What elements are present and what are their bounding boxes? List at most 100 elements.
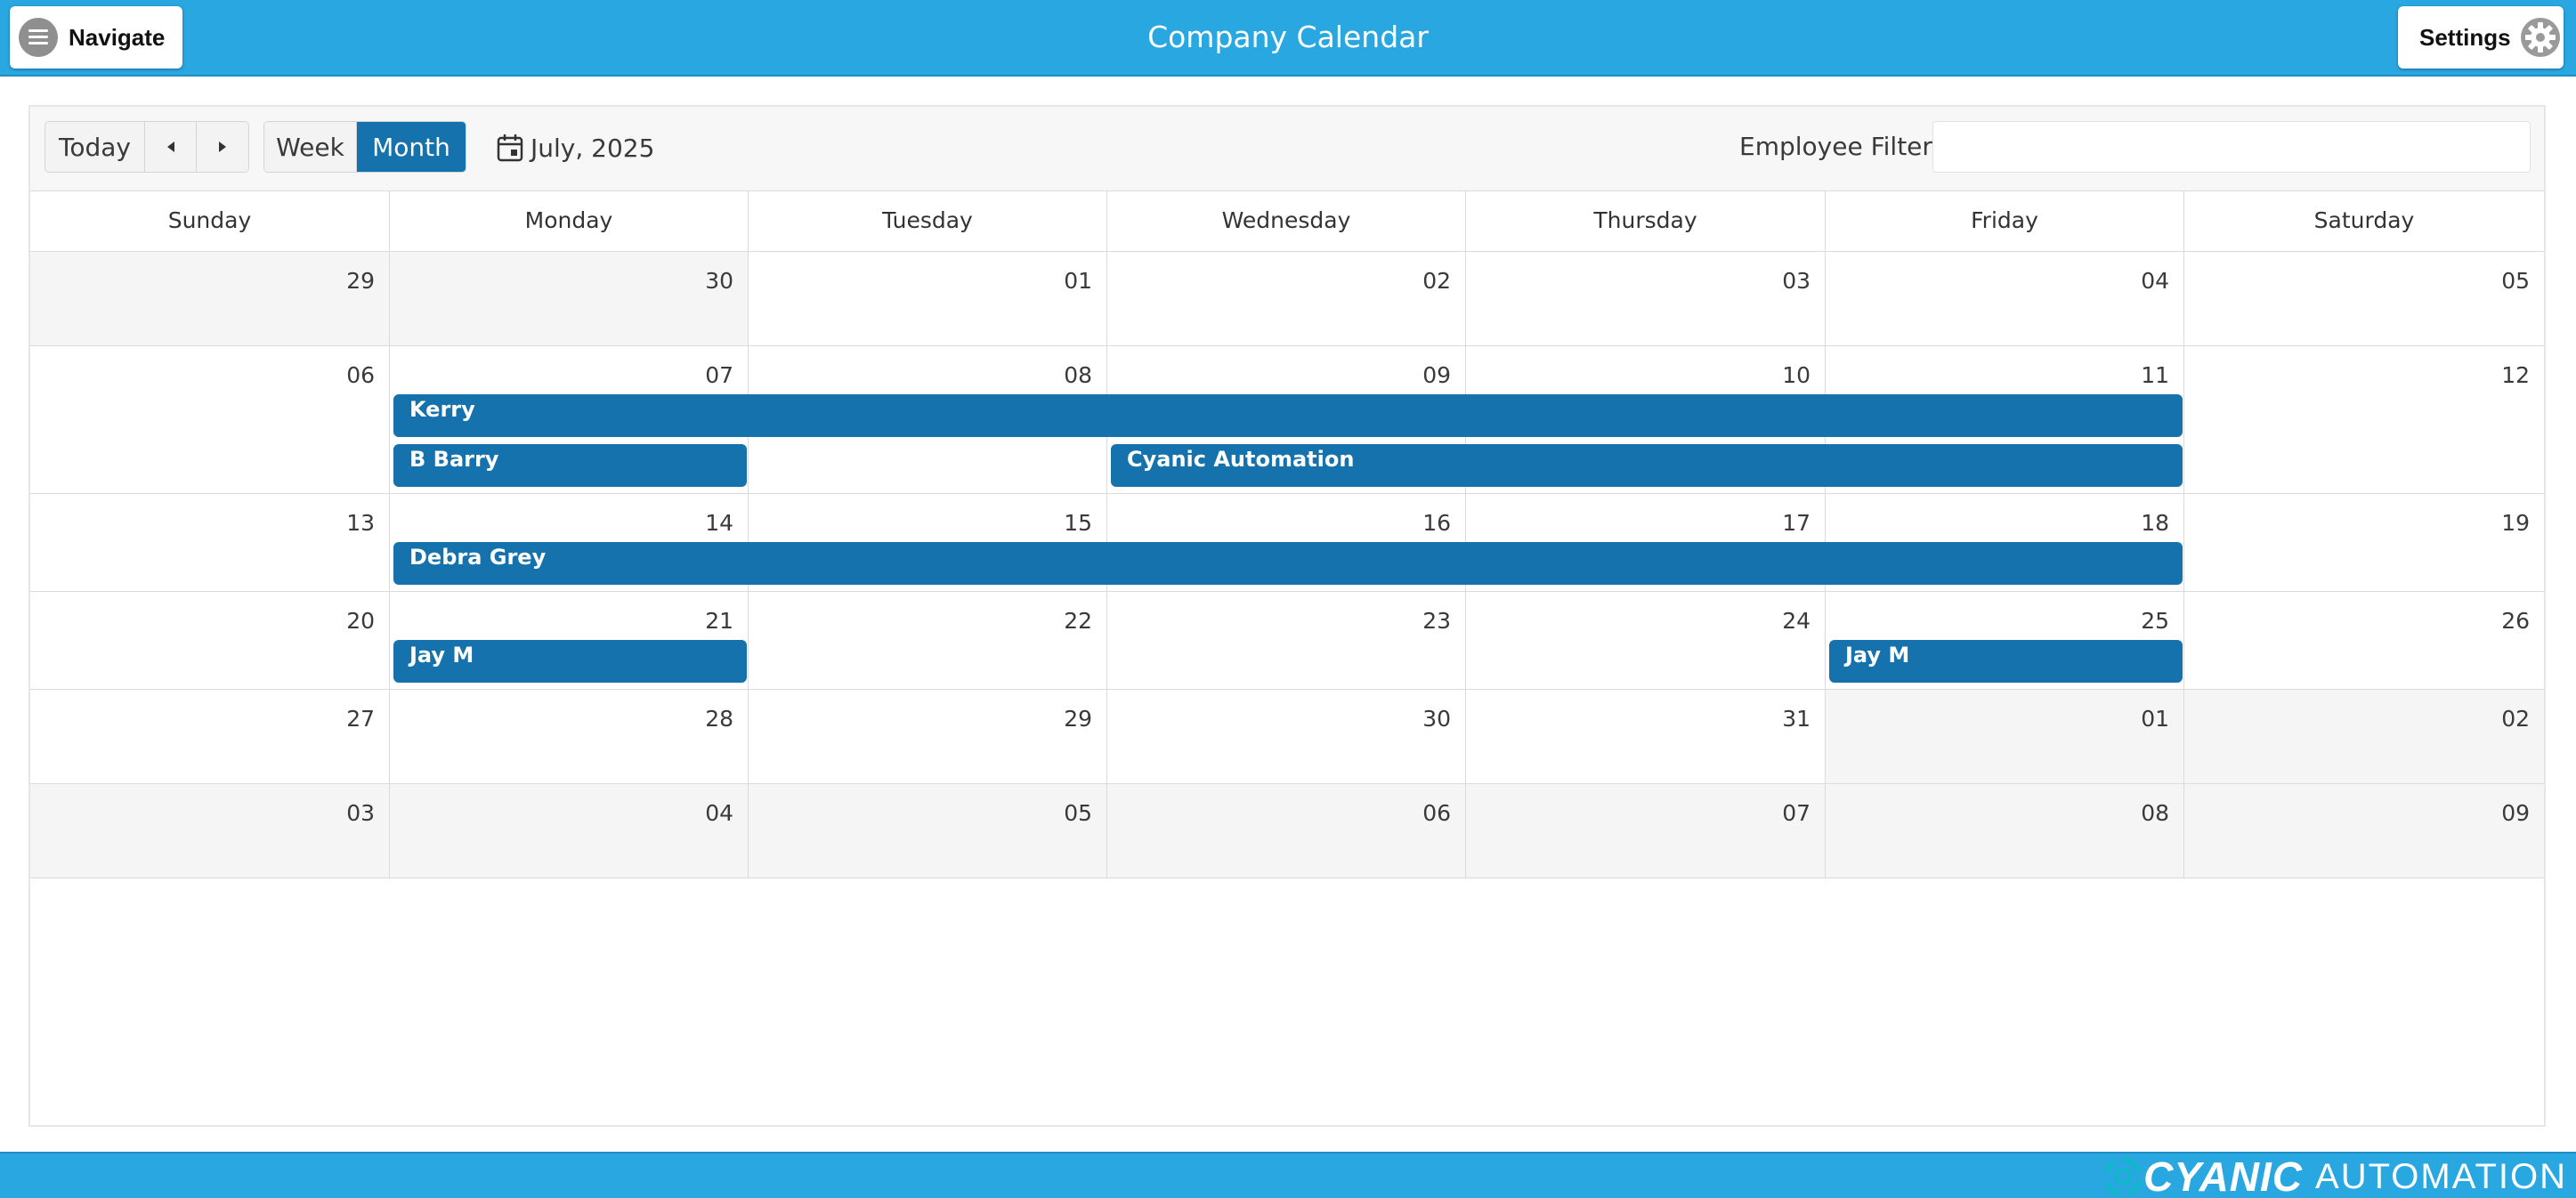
menu-icon <box>19 18 58 57</box>
day-number: 27 <box>346 706 375 732</box>
day-number: 30 <box>705 268 733 294</box>
week-row: 27 28 29 30 31 01 02 <box>30 690 2544 784</box>
settings-button[interactable]: Settings <box>2398 6 2564 69</box>
app-footer: CYANIC AUTOMATION <box>0 1152 2576 1198</box>
day-cell[interactable]: 29 <box>30 252 390 345</box>
day-cell[interactable]: 05 <box>2184 252 2544 345</box>
day-cell[interactable]: 25 <box>1826 592 2184 689</box>
day-number: 03 <box>346 800 375 826</box>
employee-filter-input[interactable] <box>1932 121 2531 173</box>
day-number: 06 <box>1422 800 1451 826</box>
calendar-event[interactable]: Kerry <box>393 394 2183 437</box>
day-cell[interactable]: 22 <box>749 592 1107 689</box>
day-number: 02 <box>2501 706 2530 732</box>
day-cell[interactable]: 04 <box>1826 252 2184 345</box>
aperture-logo-icon <box>2103 1157 2143 1196</box>
day-cell[interactable]: 19 <box>2184 494 2544 591</box>
day-number: 25 <box>2141 608 2169 634</box>
day-number: 22 <box>1064 608 1092 634</box>
week-view-button[interactable]: Week <box>264 122 357 172</box>
date-nav-group: Today <box>45 121 249 173</box>
day-number: 24 <box>1782 608 1810 634</box>
calendar-event[interactable]: Cyanic Automation <box>1111 444 2183 487</box>
calendar-event[interactable]: Jay M <box>393 640 747 683</box>
day-cell[interactable]: 24 <box>1466 592 1826 689</box>
weekday-header-thursday: Thursday <box>1466 191 1826 252</box>
week-row: 13 14 15 16 17 18 19 Debra Grey <box>30 494 2544 592</box>
day-cell[interactable]: 26 <box>2184 592 2544 689</box>
view-toggle-group: Week Month <box>263 121 466 173</box>
day-cell[interactable]: 06 <box>1107 784 1466 878</box>
day-cell[interactable]: 04 <box>390 784 749 878</box>
day-cell[interactable]: 21 <box>390 592 749 689</box>
navigate-button[interactable]: Navigate <box>10 6 182 69</box>
day-number: 04 <box>705 800 733 826</box>
day-cell[interactable]: 30 <box>390 252 749 345</box>
day-number: 05 <box>1064 800 1092 826</box>
app-header: Navigate Company Calendar Settings <box>0 0 2576 77</box>
current-period-label: July, 2025 <box>531 133 655 163</box>
day-cell[interactable]: 01 <box>749 252 1107 345</box>
day-cell[interactable]: 20 <box>30 592 390 689</box>
day-number: 12 <box>2501 362 2530 388</box>
day-cell[interactable]: 28 <box>390 690 749 783</box>
day-cell[interactable]: 23 <box>1107 592 1466 689</box>
company-logo: CYANIC AUTOMATION <box>2102 1153 2567 1198</box>
day-cell[interactable]: 08 <box>1826 784 2184 878</box>
day-cell[interactable]: 12 <box>2184 346 2544 493</box>
weekday-header-tuesday: Tuesday <box>749 191 1107 252</box>
day-cell[interactable]: 31 <box>1466 690 1826 783</box>
day-number: 05 <box>2501 268 2530 294</box>
day-number: 26 <box>2501 608 2530 634</box>
day-number: 30 <box>1422 706 1451 732</box>
weekday-header-wednesday: Wednesday <box>1107 191 1466 252</box>
day-cell[interactable]: 11 <box>1826 346 2184 493</box>
day-number: 02 <box>1422 268 1451 294</box>
day-number: 20 <box>346 608 375 634</box>
week-row: 29 30 01 02 03 04 05 <box>30 252 2544 346</box>
employee-filter-label: Employee Filter: <box>1739 132 1940 161</box>
day-cell[interactable]: 07 <box>1466 784 1826 878</box>
day-number: 23 <box>1422 608 1451 634</box>
day-cell[interactable]: 02 <box>2184 690 2544 783</box>
settings-label: Settings <box>2419 23 2511 51</box>
calendar-event[interactable]: Debra Grey <box>393 542 2183 585</box>
day-number: 17 <box>1782 510 1810 536</box>
month-view-button[interactable]: Month <box>357 122 466 172</box>
day-cell[interactable]: 18 <box>1826 494 2184 591</box>
day-number: 28 <box>705 706 733 732</box>
day-number: 07 <box>1782 800 1810 826</box>
caret-right-icon <box>219 142 226 152</box>
day-number: 04 <box>2141 268 2169 294</box>
day-number: 14 <box>705 510 733 536</box>
calendar-toolbar: Today Week Month July, 2025 Employee Fil… <box>30 107 2544 190</box>
day-cell[interactable]: 01 <box>1826 690 2184 783</box>
caret-left-icon <box>166 142 174 152</box>
prev-button[interactable] <box>145 122 197 172</box>
day-number: 19 <box>2501 510 2530 536</box>
day-cell[interactable]: 13 <box>30 494 390 591</box>
gear-icon <box>2520 18 2560 57</box>
day-cell[interactable]: 02 <box>1107 252 1466 345</box>
navigate-label: Navigate <box>69 23 166 51</box>
day-cell[interactable]: 29 <box>749 690 1107 783</box>
day-cell[interactable]: 06 <box>30 346 390 493</box>
logo-text-cyanic: CYANIC <box>2143 1153 2304 1198</box>
calendar-event[interactable]: B Barry <box>393 444 747 487</box>
today-button[interactable]: Today <box>45 122 145 172</box>
day-number: 29 <box>346 268 375 294</box>
calendar-event[interactable]: Jay M <box>1829 640 2183 683</box>
day-number: 03 <box>1782 268 1810 294</box>
day-number: 01 <box>1064 268 1092 294</box>
day-cell[interactable]: 30 <box>1107 690 1466 783</box>
day-cell[interactable]: 03 <box>30 784 390 878</box>
current-period[interactable]: July, 2025 <box>497 130 654 166</box>
next-button[interactable] <box>197 122 248 172</box>
day-cell[interactable]: 05 <box>749 784 1107 878</box>
day-number: 18 <box>2141 510 2169 536</box>
day-cell[interactable]: 27 <box>30 690 390 783</box>
day-cell[interactable]: 03 <box>1466 252 1826 345</box>
day-cell[interactable]: 09 <box>2184 784 2544 878</box>
weekday-header-sunday: Sunday <box>30 191 390 252</box>
day-number: 09 <box>1422 362 1451 388</box>
